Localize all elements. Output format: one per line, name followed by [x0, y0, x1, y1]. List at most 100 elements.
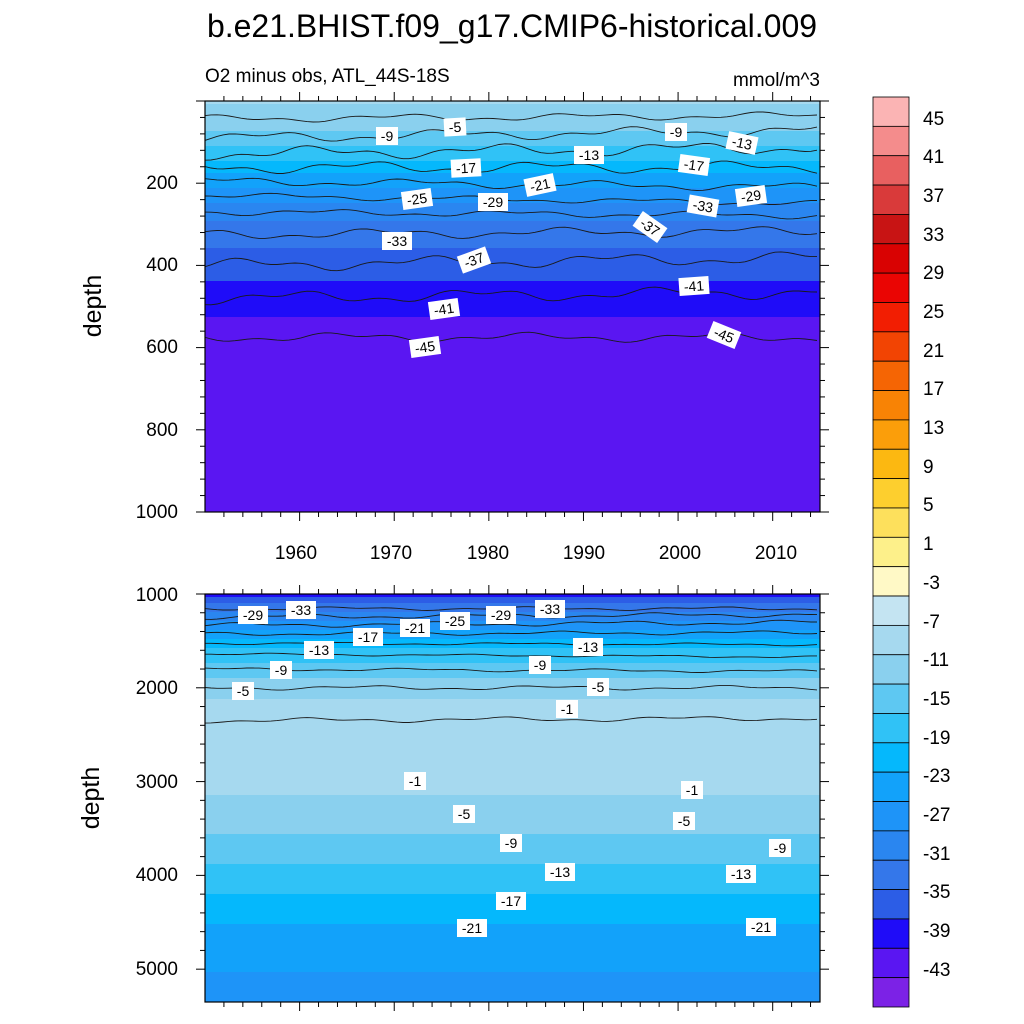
contour-fill-band	[205, 876, 820, 880]
colorbar-label: -31	[923, 844, 950, 865]
contour-label: -13	[578, 639, 598, 655]
contour-fill-band	[205, 500, 820, 504]
contour-fill-band	[205, 882, 820, 886]
contour-fill-band	[205, 503, 820, 507]
contour-fill-band	[205, 975, 820, 979]
colorbar-swatch	[872, 771, 910, 802]
contour-fill-band	[205, 936, 820, 940]
contour-fill-band	[205, 137, 820, 141]
contour-fill-band	[205, 248, 820, 252]
contour-fill-band	[205, 215, 820, 219]
colorbar-swatch	[872, 947, 910, 979]
contour-label: -9	[670, 124, 683, 140]
upper-y-tick-label: 800	[146, 420, 178, 441]
lower-axis-ticks	[196, 585, 829, 1011]
contour-fill-band	[205, 771, 820, 775]
contour-fill-band	[205, 359, 820, 363]
contour-fill-band	[205, 828, 820, 832]
contour-label: -13	[309, 642, 329, 658]
contour-line	[205, 667, 818, 673]
contour-label: -13	[579, 147, 599, 163]
contour-fill-band	[205, 915, 820, 919]
contour-fill-band	[205, 879, 820, 883]
contour-fill-band	[205, 152, 820, 156]
contour-fill-band	[205, 690, 820, 694]
colorbar-swatch	[872, 184, 910, 215]
lower-y-tick-label: 1000	[136, 585, 178, 606]
contour-fill-band	[205, 311, 820, 315]
contour-fill-band	[205, 954, 820, 958]
contour-fill-band	[205, 924, 820, 928]
contour-fill-band	[205, 597, 820, 601]
contour-fill-band	[205, 410, 820, 414]
contour-fill-band	[205, 987, 820, 991]
colorbar-swatch	[872, 654, 910, 685]
contour-fill-band	[205, 972, 820, 976]
contour-fill-band	[205, 197, 820, 201]
colorbar-label: 45	[923, 109, 944, 130]
contour-line	[205, 160, 818, 174]
contour-fill-band	[205, 272, 820, 276]
contour-fill-band	[205, 296, 820, 300]
contour-fill-band	[205, 969, 820, 973]
contour-fill-band	[205, 299, 820, 303]
contour-fill-band	[205, 927, 820, 931]
contour-fill-band	[205, 780, 820, 784]
contour-fill-band	[205, 912, 820, 916]
x-tick-label: 2010	[755, 543, 797, 564]
contour-fill-band	[205, 681, 820, 685]
contour-fill-band	[205, 416, 820, 420]
contour-label: -21	[405, 620, 425, 636]
colorbar-label: -23	[923, 766, 950, 787]
contour-fill-band	[205, 675, 820, 679]
contour-fill-band	[205, 630, 820, 634]
contour-label: -29	[483, 194, 503, 210]
contour-fill-band	[205, 341, 820, 345]
contour-fill-band	[205, 419, 820, 423]
contour-fill-band	[205, 404, 820, 408]
contour-fill-band	[205, 960, 820, 964]
contour-fill-band	[205, 131, 820, 135]
contour-label: -17	[683, 156, 705, 175]
contour-fill-band	[205, 164, 820, 168]
contour-label: -5	[678, 813, 691, 829]
colorbar-swatch	[872, 360, 910, 391]
upper-y-tick-label: 1000	[136, 502, 178, 523]
contour-label: -13	[730, 133, 753, 153]
colorbar-swatch	[872, 713, 910, 744]
colorbar-swatch	[872, 478, 910, 509]
colorbar-swatch	[872, 243, 910, 274]
contour-fill-band	[205, 389, 820, 393]
contour-fill-band	[205, 392, 820, 396]
contour-fill-band	[205, 804, 820, 808]
contour-line	[205, 251, 817, 272]
colorbar-label: 37	[923, 186, 944, 207]
colorbar-label: 25	[923, 302, 944, 323]
contour-fill-band	[205, 693, 820, 697]
upper-y-axis-label: depth	[79, 275, 107, 338]
contour-fill-band	[205, 107, 820, 111]
contour-fill-band	[205, 666, 820, 670]
contour-fill-band	[205, 768, 820, 772]
contour-fill-band	[205, 735, 820, 739]
colorbar-swatch	[872, 448, 910, 480]
contour-fill-band	[205, 173, 820, 177]
colorbar-swatch	[872, 801, 910, 832]
contour-fill-band	[205, 762, 820, 766]
contour-fill-band	[205, 509, 820, 512]
contour-fill-band	[205, 380, 820, 384]
contour-fill-band	[205, 278, 820, 282]
colorbar-label: 41	[923, 147, 944, 168]
contour-fill-band	[205, 242, 820, 246]
contour-label: -25	[406, 190, 428, 209]
colorbar-label: 9	[923, 457, 934, 478]
contour-fill-band	[205, 933, 820, 937]
colorbar-label: -3	[923, 573, 940, 594]
x-tick-label: 1960	[275, 543, 317, 564]
contour-fill-band	[205, 479, 820, 483]
contour-fill-band	[205, 470, 820, 474]
contour-fill-band	[205, 741, 820, 745]
contour-fill-band	[205, 873, 820, 877]
contour-fill-band	[205, 957, 820, 961]
